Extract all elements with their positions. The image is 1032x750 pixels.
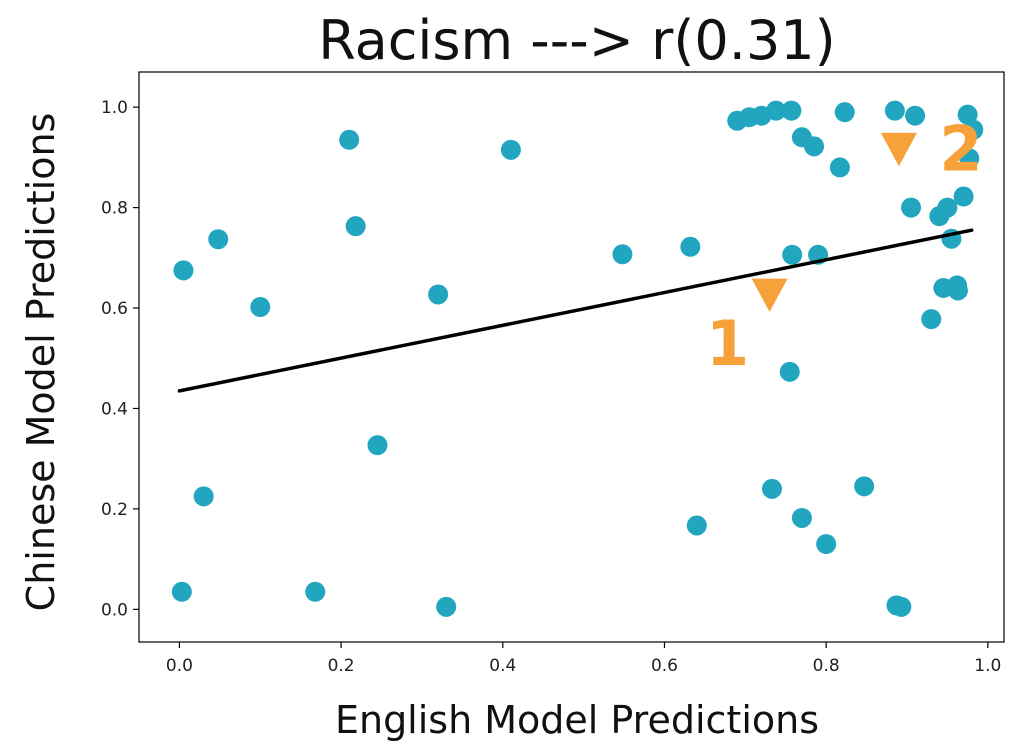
- annotation-label: 1: [706, 307, 749, 380]
- data-point: [761, 478, 782, 499]
- data-point: [436, 596, 457, 617]
- annotations: 12: [706, 112, 982, 380]
- x-axis-ticks: 0.0 0.2 0.4 0.6 0.8 1.0: [166, 642, 1001, 676]
- data-point: [891, 596, 912, 617]
- data-point: [947, 280, 968, 301]
- data-point: [305, 581, 326, 602]
- data-point: [193, 486, 214, 507]
- y-tick-label: 0.8: [101, 199, 128, 219]
- data-point: [782, 244, 803, 265]
- regression-line: [177, 228, 974, 393]
- y-tick-label: 0.6: [101, 299, 128, 319]
- data-point: [959, 148, 980, 169]
- data-point: [905, 105, 926, 126]
- data-point: [428, 284, 449, 305]
- x-tick-label: 1.0: [974, 656, 1001, 676]
- data-point: [173, 260, 194, 281]
- data-point: [766, 100, 787, 121]
- data-point: [339, 129, 360, 150]
- data-point: [680, 236, 701, 257]
- data-point: [345, 216, 366, 237]
- data-points: [171, 100, 984, 617]
- annotation-marker: [751, 278, 788, 312]
- data-point: [816, 534, 837, 555]
- y-tick-label: 1.0: [101, 98, 128, 118]
- data-point: [829, 157, 850, 178]
- data-point: [854, 476, 875, 497]
- data-point: [781, 100, 802, 121]
- x-tick-label: 0.2: [328, 656, 355, 676]
- data-point: [779, 361, 800, 382]
- chart-title: Racism ---> r(0.31): [318, 9, 835, 72]
- data-point: [791, 507, 812, 528]
- annotation-label: 2: [939, 112, 982, 185]
- y-tick-label: 0.4: [101, 399, 128, 419]
- y-axis-title: Chinese Model Predictions: [19, 113, 63, 612]
- x-tick-label: 0.8: [813, 656, 840, 676]
- y-tick-label: 0.2: [101, 500, 128, 520]
- regression-line-group: [177, 228, 974, 393]
- x-tick-label: 0.6: [651, 656, 678, 676]
- data-point: [937, 197, 958, 218]
- data-point: [367, 435, 388, 456]
- data-point: [957, 104, 978, 125]
- x-axis-title: English Model Predictions: [335, 698, 819, 742]
- data-point: [921, 309, 942, 330]
- data-point: [963, 119, 984, 140]
- data-point: [834, 102, 855, 123]
- plot-area-frame: [138, 71, 1005, 643]
- data-point: [500, 139, 521, 160]
- annotation-marker: [880, 132, 917, 167]
- data-point: [171, 581, 192, 602]
- data-point: [901, 197, 922, 218]
- data-point: [804, 136, 825, 157]
- data-point: [208, 229, 229, 250]
- data-point: [612, 244, 633, 265]
- y-axis-ticks: 0.0 0.2 0.4 0.6 0.8 1.0: [101, 98, 139, 620]
- x-tick-label: 0.0: [166, 656, 193, 676]
- data-point: [953, 186, 974, 207]
- x-tick-label: 0.4: [489, 656, 516, 676]
- y-tick-label: 0.0: [101, 600, 128, 620]
- data-point: [686, 515, 707, 536]
- data-point: [884, 100, 905, 121]
- data-point: [250, 297, 271, 318]
